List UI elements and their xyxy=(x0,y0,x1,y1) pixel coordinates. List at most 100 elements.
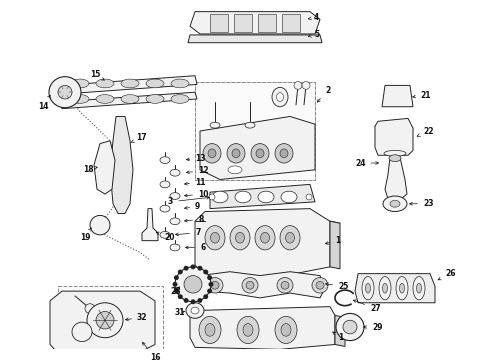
Circle shape xyxy=(174,275,179,280)
Ellipse shape xyxy=(96,95,114,103)
Text: 26: 26 xyxy=(438,269,456,280)
Circle shape xyxy=(49,77,81,108)
Polygon shape xyxy=(60,76,197,94)
Ellipse shape xyxy=(255,226,275,250)
Ellipse shape xyxy=(286,233,294,243)
Ellipse shape xyxy=(237,316,259,343)
Circle shape xyxy=(191,265,196,269)
Ellipse shape xyxy=(211,233,220,243)
Circle shape xyxy=(203,294,208,299)
Text: 16: 16 xyxy=(142,342,161,360)
Text: 4: 4 xyxy=(308,13,319,22)
Text: 20: 20 xyxy=(156,232,174,242)
Ellipse shape xyxy=(208,149,216,158)
Ellipse shape xyxy=(399,283,405,293)
Circle shape xyxy=(178,270,183,274)
Ellipse shape xyxy=(71,79,89,88)
Text: 2: 2 xyxy=(318,86,330,102)
Text: 24: 24 xyxy=(355,158,378,167)
Text: 13: 13 xyxy=(187,154,205,163)
Ellipse shape xyxy=(413,276,425,300)
Text: 29: 29 xyxy=(364,323,383,332)
Circle shape xyxy=(197,266,202,271)
Text: 27: 27 xyxy=(353,300,381,313)
Ellipse shape xyxy=(228,166,242,174)
Circle shape xyxy=(90,215,110,235)
Ellipse shape xyxy=(171,79,189,88)
Text: 7: 7 xyxy=(175,228,200,237)
Polygon shape xyxy=(385,157,407,199)
Ellipse shape xyxy=(396,276,408,300)
Polygon shape xyxy=(282,14,300,32)
Polygon shape xyxy=(200,272,325,298)
Polygon shape xyxy=(200,116,315,180)
Bar xyxy=(195,82,315,180)
Circle shape xyxy=(306,194,312,200)
Text: 10: 10 xyxy=(185,190,209,199)
Ellipse shape xyxy=(171,95,189,103)
Polygon shape xyxy=(210,14,228,32)
Text: 15: 15 xyxy=(90,70,104,80)
Text: 3: 3 xyxy=(168,196,209,206)
Circle shape xyxy=(197,298,202,303)
Text: 32: 32 xyxy=(125,313,147,322)
Ellipse shape xyxy=(366,283,370,293)
Circle shape xyxy=(58,85,72,99)
Circle shape xyxy=(207,289,212,293)
Ellipse shape xyxy=(170,169,180,176)
Circle shape xyxy=(207,275,212,280)
Ellipse shape xyxy=(281,191,297,203)
Polygon shape xyxy=(142,209,158,240)
Circle shape xyxy=(178,294,183,299)
Circle shape xyxy=(96,311,114,329)
Circle shape xyxy=(87,303,123,338)
Ellipse shape xyxy=(390,201,400,207)
Ellipse shape xyxy=(280,226,300,250)
Polygon shape xyxy=(190,12,320,34)
Text: 6: 6 xyxy=(186,243,205,252)
Polygon shape xyxy=(60,92,197,109)
Polygon shape xyxy=(94,141,115,194)
Text: 5: 5 xyxy=(308,31,319,40)
Text: 11: 11 xyxy=(185,178,205,187)
Ellipse shape xyxy=(235,191,251,203)
Text: 30: 30 xyxy=(0,359,1,360)
Ellipse shape xyxy=(170,218,180,225)
Circle shape xyxy=(191,300,196,304)
Circle shape xyxy=(343,320,357,334)
Ellipse shape xyxy=(160,205,170,212)
Ellipse shape xyxy=(227,144,245,163)
Polygon shape xyxy=(234,14,252,32)
Circle shape xyxy=(209,282,214,287)
Circle shape xyxy=(174,289,179,293)
Ellipse shape xyxy=(205,324,215,336)
Ellipse shape xyxy=(160,157,170,163)
Polygon shape xyxy=(355,274,435,303)
Text: 1: 1 xyxy=(325,236,340,245)
Ellipse shape xyxy=(170,193,180,199)
Ellipse shape xyxy=(280,149,288,158)
Circle shape xyxy=(336,314,364,341)
Bar xyxy=(195,82,315,180)
Ellipse shape xyxy=(212,191,228,203)
Text: 21: 21 xyxy=(413,91,431,100)
Bar xyxy=(58,286,163,359)
Circle shape xyxy=(277,278,293,293)
Circle shape xyxy=(302,81,310,89)
Ellipse shape xyxy=(230,226,250,250)
Circle shape xyxy=(184,298,189,303)
Circle shape xyxy=(85,304,95,314)
Text: 9: 9 xyxy=(185,202,200,211)
Polygon shape xyxy=(205,357,325,360)
Text: 18: 18 xyxy=(83,165,97,174)
Ellipse shape xyxy=(281,324,291,336)
Ellipse shape xyxy=(186,303,204,318)
Circle shape xyxy=(209,194,215,200)
Ellipse shape xyxy=(261,233,270,243)
Ellipse shape xyxy=(251,144,269,163)
Text: 17: 17 xyxy=(131,133,147,143)
Text: 1: 1 xyxy=(333,332,343,342)
Circle shape xyxy=(172,282,177,287)
Ellipse shape xyxy=(236,233,245,243)
Text: 14: 14 xyxy=(38,95,50,111)
